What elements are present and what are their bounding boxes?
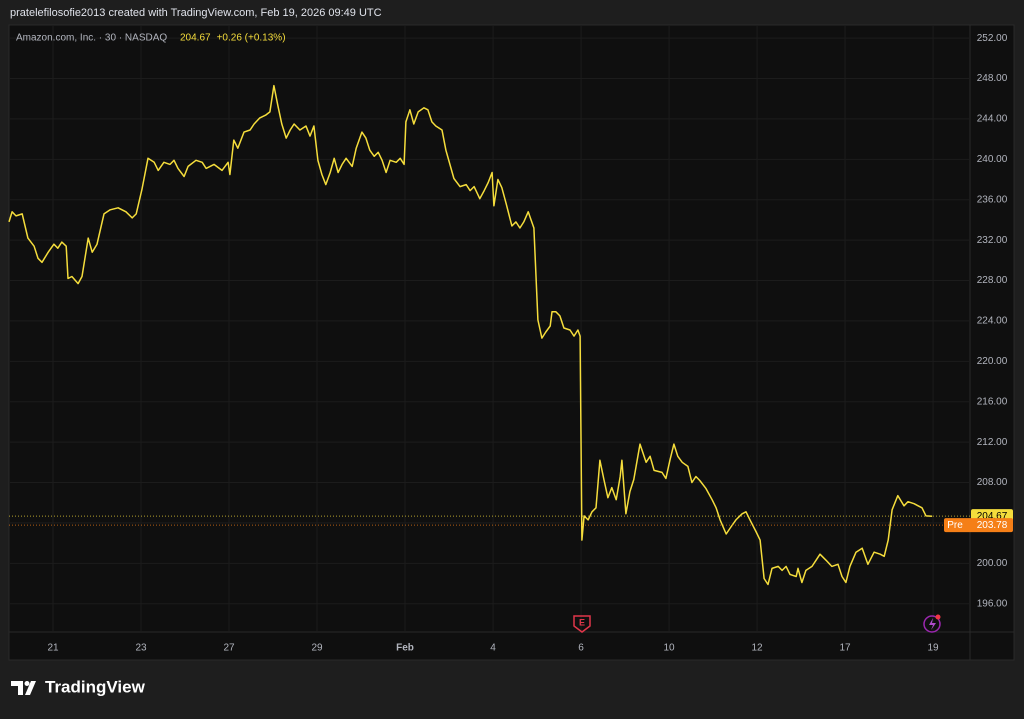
- y-tick-label: 224.00: [977, 316, 1008, 327]
- y-tick-label: 236.00: [977, 194, 1008, 205]
- symbol-legend: Amazon.com, Inc. · 30 · NASDAQ 204.67 +0…: [16, 33, 286, 44]
- earnings-label: E: [579, 617, 585, 627]
- pre-price-tag: 203.78: [977, 520, 1008, 531]
- y-tick-label: 196.00: [977, 598, 1008, 609]
- brand-name: TradingView: [45, 677, 146, 696]
- x-tick-label: 17: [839, 643, 851, 654]
- chart-pane: [8, 24, 1015, 661]
- y-tick-label: 232.00: [977, 235, 1008, 246]
- x-tick-label: 23: [135, 643, 147, 654]
- brand-icon: [11, 681, 36, 695]
- pre-price-box: [944, 518, 1013, 533]
- y-tick-label: 240.00: [977, 154, 1008, 165]
- y-tick-label: 216.00: [977, 396, 1008, 407]
- y-tick-label: 200.00: [977, 558, 1008, 569]
- x-tick-label: 29: [311, 643, 323, 654]
- brand-icon-dot: [24, 681, 30, 686]
- attribution: pratelefilosofie2013 created with Tradin…: [10, 7, 382, 19]
- y-tick-label: 248.00: [977, 73, 1008, 84]
- x-tick-label: 10: [663, 643, 675, 654]
- symbol-info: Amazon.com, Inc. · 30 · NASDAQ: [16, 33, 167, 44]
- earnings-badge: [573, 615, 591, 633]
- x-tick-label: 27: [223, 643, 235, 654]
- y-tick-label: 212.00: [977, 437, 1008, 448]
- y-tick-label: 228.00: [977, 275, 1008, 286]
- event-bolt: [929, 618, 936, 630]
- y-tick-label: 208.00: [977, 477, 1008, 488]
- y-tick-label: 244.00: [977, 114, 1008, 125]
- event-icon: [923, 614, 941, 633]
- x-tick-label: 19: [927, 643, 939, 654]
- earnings-marker: E: [573, 615, 591, 633]
- change: +0.26 (+0.13%): [217, 33, 286, 44]
- plot: [8, 84, 970, 586]
- x-tick-label: Feb: [396, 643, 414, 654]
- last-price-tag: 204.67: [977, 511, 1008, 522]
- y-tick-label: 220.00: [977, 356, 1008, 367]
- price-line: [8, 84, 933, 586]
- event-dot: [935, 614, 941, 620]
- brand-logo: TradingView: [11, 677, 146, 696]
- x-tick-label: 4: [490, 643, 496, 654]
- pre-tag: Pre: [947, 520, 963, 531]
- y-tick-label: 252.00: [977, 33, 1008, 44]
- x-tick-label: 6: [578, 643, 584, 654]
- x-tick-label: 21: [47, 643, 59, 654]
- grid: [9, 25, 970, 632]
- event-circle: [923, 615, 941, 633]
- x-tick-label: 12: [751, 643, 763, 654]
- last-price: 204.67: [180, 33, 211, 44]
